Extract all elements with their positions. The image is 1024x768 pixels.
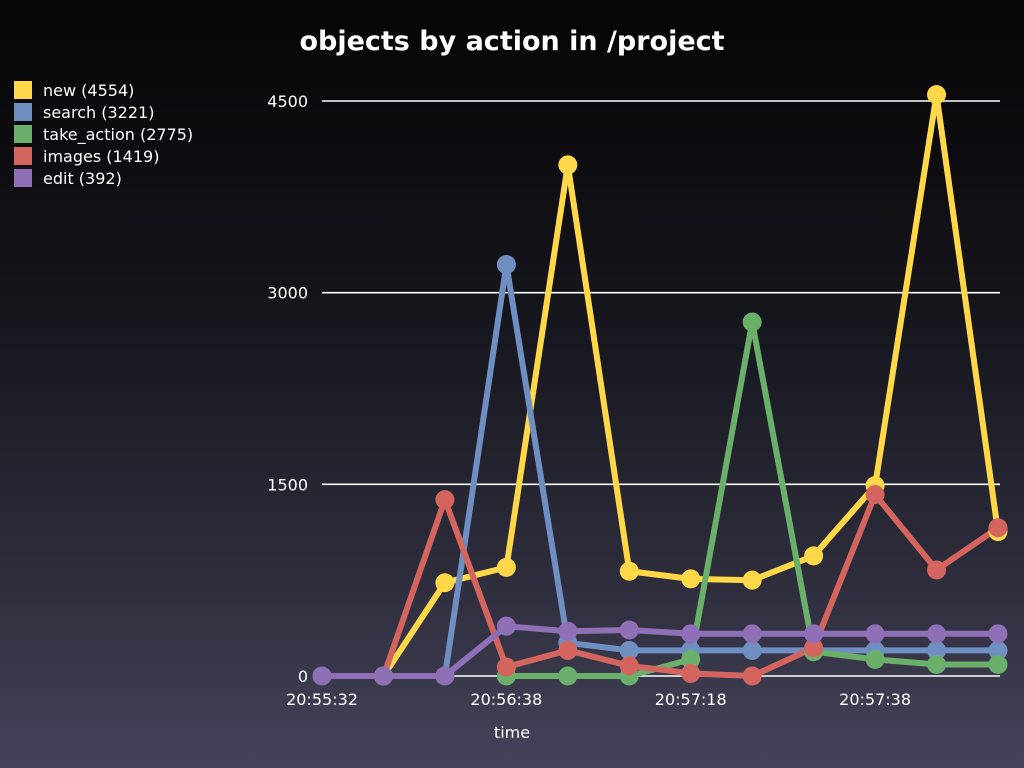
y-tick-label-1500: 1500: [267, 475, 308, 494]
legend-label-new: new (4554): [43, 80, 135, 100]
legend: new (4554) search (3221) take_action (27…: [14, 79, 193, 189]
chart-title: objects by action in /project: [299, 26, 725, 57]
series-1-point-3: [496, 255, 516, 275]
series-3-point-4: [558, 640, 578, 660]
series-3-point-6: [681, 663, 701, 683]
series-4-point-7: [742, 624, 762, 644]
legend-item-take-action: take_action (2775): [14, 123, 193, 145]
legend-swatch-new: [14, 81, 32, 99]
series-2-point-7: [742, 312, 762, 332]
legend-item-images: images (1419): [14, 145, 193, 167]
series-2-point-9: [865, 649, 885, 669]
y-axis: 0 1500 3000 4500: [267, 92, 308, 686]
series-0-point-8: [804, 546, 824, 566]
series-0-point-4: [558, 155, 578, 175]
legend-label-images: images (1419): [43, 146, 160, 166]
series-4-point-9: [865, 624, 885, 644]
legend-swatch-edit: [14, 169, 32, 187]
series-lines: [319, 91, 1001, 679]
series-1-point-10: [927, 640, 947, 660]
series-0-point-6: [681, 569, 701, 589]
y-tick-label-3000: 3000: [267, 284, 308, 303]
legend-label-search: search (3221): [43, 102, 155, 122]
x-axis-label: time: [494, 723, 530, 742]
legend-item-search: search (3221): [14, 101, 193, 123]
series-4-point-4: [558, 621, 578, 641]
series-0-point-10: [927, 85, 947, 105]
series-4-point-2: [435, 666, 455, 686]
x-tick-label-6: 20:57:18: [655, 690, 727, 709]
y-tick-label-0: 0: [298, 667, 308, 686]
series-2-point-10: [927, 655, 947, 674]
series-2-point-11: [988, 655, 1008, 674]
x-tick-label-0: 20:55:32: [286, 690, 358, 709]
series-0-point-3: [496, 557, 516, 577]
series-3-point-3: [496, 657, 516, 677]
series-1-point-7: [742, 640, 762, 660]
series-2-point-6: [681, 649, 701, 669]
series-2-point-4: [558, 666, 578, 686]
series-points: [312, 85, 1008, 686]
series-3-point-8: [804, 638, 824, 658]
series-1-point-5: [619, 640, 639, 660]
series-4-point-8: [804, 624, 824, 644]
x-tick-label-3: 20:56:38: [470, 690, 542, 709]
legend-swatch-images: [14, 147, 32, 165]
series-3-point-11: [988, 518, 1008, 538]
series-3-point-5: [619, 656, 639, 676]
series-4-point-3: [496, 616, 516, 636]
legend-label-take-action: take_action (2775): [43, 124, 194, 144]
legend-swatch-take-action: [14, 125, 32, 143]
series-1-point-11: [988, 640, 1008, 660]
x-axis: 20:55:32 20:56:38 20:57:18 20:57:38: [286, 690, 911, 709]
series-1-line: [441, 261, 1001, 679]
legend-item-new: new (4554): [14, 79, 193, 101]
grid-lines: [322, 100, 1000, 677]
series-4-point-6: [681, 624, 701, 644]
legend-label-edit: edit (392): [43, 168, 122, 188]
series-0-point-5: [619, 561, 639, 581]
series-4-line: [319, 623, 1001, 679]
x-tick-label-9: 20:57:38: [839, 690, 911, 709]
series-3-point-2: [435, 490, 455, 510]
series-4-point-10: [927, 624, 947, 644]
series-3-point-9: [865, 485, 885, 505]
series-3-point-10: [927, 560, 947, 580]
series-4-point-11: [988, 624, 1008, 644]
y-tick-label-4500: 4500: [267, 92, 308, 111]
series-2-line: [503, 319, 1001, 679]
series-0-point-7: [742, 570, 762, 590]
legend-item-edit: edit (392): [14, 167, 193, 189]
series-4-point-5: [619, 620, 639, 640]
series-4-point-0: [312, 666, 332, 686]
series-4-point-1: [373, 666, 393, 686]
series-0-point-2: [435, 573, 455, 593]
series-3-point-7: [742, 666, 762, 686]
legend-swatch-search: [14, 103, 32, 121]
